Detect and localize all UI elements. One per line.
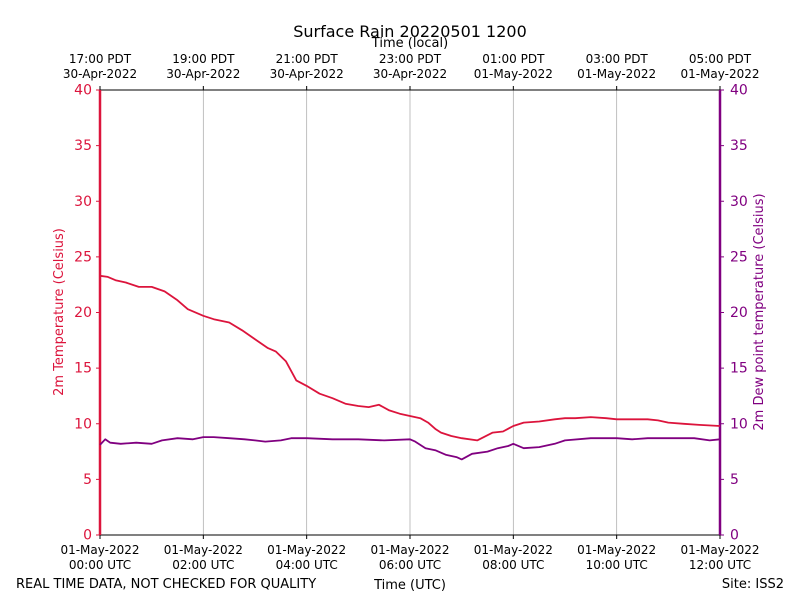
top-tick-label-date: 01-May-2022	[577, 67, 656, 81]
x-tick-label-time: 02:00 UTC	[172, 558, 234, 572]
right-y-tick-label: 20	[730, 305, 748, 321]
x-tick-label-date: 01-May-2022	[267, 543, 346, 557]
top-tick-label-time: 03:00 PDT	[586, 52, 649, 66]
top-tick-label-date: 30-Apr-2022	[63, 67, 137, 81]
left-y-tick-label: 0	[83, 528, 92, 544]
right-y-tick-label: 0	[730, 528, 739, 544]
left-y-tick-label: 15	[74, 361, 92, 377]
x-tick-label-time: 08:00 UTC	[482, 558, 544, 572]
x-tick-label-date: 01-May-2022	[164, 543, 243, 557]
top-tick-label-time: 01:00 PDT	[482, 52, 545, 66]
chart-title: Surface Rain 20220501 1200	[293, 22, 527, 41]
right-y-tick-label: 15	[730, 361, 748, 377]
left-y-tick-label: 30	[74, 194, 92, 210]
right-y-tick-label: 40	[730, 83, 748, 99]
y-axis-label-left: 2m Temperature (Celsius)	[52, 228, 67, 396]
x-tick-label-date: 01-May-2022	[680, 543, 759, 557]
dewpoint-line	[99, 436, 721, 461]
site-label: Site: ISS2	[722, 577, 784, 592]
top-axis-label: Time (local)	[371, 36, 448, 51]
x-tick-label-date: 01-May-2022	[370, 543, 449, 557]
x-tick-label-time: 00:00 UTC	[69, 558, 131, 572]
left-y-tick-label: 40	[74, 83, 92, 99]
right-y-tick-label: 30	[730, 194, 748, 210]
quality-disclaimer: REAL TIME DATA, NOT CHECKED FOR QUALITY	[16, 577, 316, 592]
x-tick-label-date: 01-May-2022	[474, 543, 553, 557]
left-y-tick-label: 10	[74, 416, 92, 432]
right-y-tick-label: 5	[730, 472, 739, 488]
top-tick-label-time: 21:00 PDT	[276, 52, 339, 66]
x-tick-label-date: 01-May-2022	[60, 543, 139, 557]
top-tick-label-time: 17:00 PDT	[69, 52, 132, 66]
top-tick-label-time: 19:00 PDT	[172, 52, 235, 66]
right-y-tick-label: 35	[730, 138, 748, 154]
left-y-tick-label: 20	[74, 305, 92, 321]
right-y-tick-label: 10	[730, 416, 748, 432]
x-tick-label-time: 12:00 UTC	[689, 558, 751, 572]
top-tick-label-time: 23:00 PDT	[379, 52, 442, 66]
x-tick-label-time: 04:00 UTC	[276, 558, 338, 572]
x-tick-label-date: 01-May-2022	[577, 543, 656, 557]
x-axis-label: Time (UTC)	[373, 578, 446, 593]
left-y-tick-label: 5	[83, 472, 92, 488]
top-tick-label-date: 01-May-2022	[680, 67, 759, 81]
right-y-tick-label: 25	[730, 249, 748, 265]
left-y-tick-label: 25	[74, 249, 92, 265]
y-axis-label-right: 2m Dew point temperature (Celsius)	[752, 193, 767, 430]
temperature-line	[99, 274, 721, 442]
top-tick-label-date: 01-May-2022	[474, 67, 553, 81]
x-tick-label-time: 10:00 UTC	[586, 558, 648, 572]
top-tick-label-date: 30-Apr-2022	[270, 67, 344, 81]
top-tick-label-date: 30-Apr-2022	[373, 67, 447, 81]
left-y-tick-label: 35	[74, 138, 92, 154]
top-tick-label-time: 05:00 PDT	[689, 52, 752, 66]
x-tick-label-time: 06:00 UTC	[379, 558, 441, 572]
top-tick-label-date: 30-Apr-2022	[166, 67, 240, 81]
